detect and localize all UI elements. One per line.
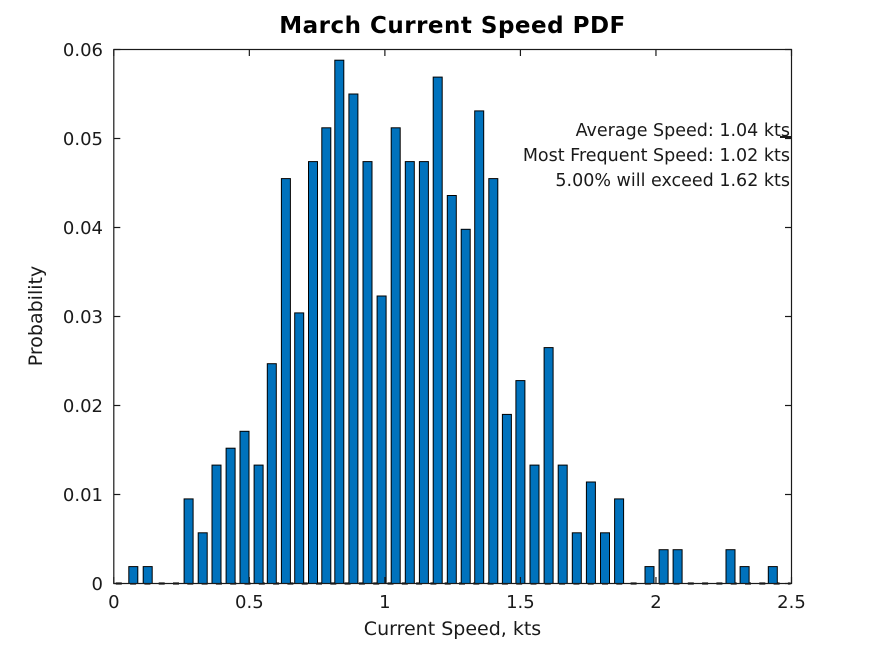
histogram-bar: [725, 549, 736, 585]
histogram-bar: [432, 76, 443, 584]
histogram-bar: [321, 127, 332, 585]
histogram-bar: [767, 566, 778, 584]
histogram-bar: [211, 464, 222, 585]
histogram-bar: [239, 430, 250, 584]
annotation-line-most-frequent-speed: Most Frequent Speed: 1.02 kts: [522, 146, 790, 167]
x-tick-label: 2.5: [777, 592, 806, 613]
histogram-bar: [266, 363, 277, 585]
histogram-bar: [501, 413, 512, 584]
histogram-bar: [362, 161, 373, 584]
x-tick-label: 0.5: [235, 592, 264, 613]
histogram-bar: [253, 464, 264, 585]
histogram-bar: [557, 464, 568, 585]
x-tick-label: 1: [379, 592, 390, 613]
histogram-bar: [294, 312, 305, 584]
histogram-bar: [600, 532, 610, 584]
annotation-line-exceedance: 5.00% will exceed 1.62 kts: [555, 171, 790, 192]
histogram-bar: [474, 110, 485, 585]
annotation-line-average-speed: Average Speed: 1.04 kts: [575, 121, 790, 141]
y-tick-label: 0: [92, 574, 103, 595]
x-tick-label: 0: [108, 592, 119, 613]
histogram-bar: [334, 59, 345, 584]
stats-annotation: Average Speed: 1.04 kts Most Frequent Sp…: [523, 119, 790, 194]
histogram-bar: [390, 127, 401, 585]
annotation-underscore-mark: [780, 136, 792, 138]
histogram-bar: [376, 295, 387, 584]
histogram-bar: [308, 161, 318, 584]
y-axis-label: Probability: [25, 265, 47, 367]
histogram-bar: [446, 195, 457, 584]
histogram-bar: [672, 549, 683, 585]
histogram-bar: [739, 566, 750, 584]
y-tick-label: 0.06: [63, 40, 103, 61]
histogram-bar: [614, 498, 625, 584]
histogram-bar: [128, 566, 139, 584]
histogram-bar: [142, 566, 153, 584]
histogram-bar: [404, 161, 415, 584]
y-tick-label: 0.01: [63, 485, 103, 506]
histogram-bar: [585, 481, 596, 584]
chart-title: March Current Speed PDF: [279, 13, 626, 39]
y-tick-label: 0.02: [63, 396, 103, 417]
histogram-bar: [488, 178, 499, 584]
histogram-bar: [658, 549, 669, 585]
y-tick-label: 0.03: [63, 307, 103, 328]
histogram-bar: [529, 464, 540, 585]
histogram-bar: [571, 532, 582, 584]
histogram-bar: [460, 228, 471, 585]
histogram-bar: [280, 178, 291, 584]
histogram-bar: [225, 447, 236, 585]
y-tick-label: 0.05: [63, 129, 103, 150]
x-axis-label: Current Speed, kts: [363, 618, 542, 640]
x-tick-label: 1.5: [506, 592, 535, 613]
x-tick-label: 2: [650, 592, 661, 613]
histogram-bar: [418, 161, 429, 584]
histogram-bar: [197, 532, 208, 584]
histogram-bar: [515, 380, 526, 584]
histogram-bar: [183, 498, 194, 584]
histogram-bar: [543, 347, 554, 584]
histogram-bar: [348, 93, 359, 584]
histogram-bar: [644, 566, 655, 584]
y-tick-label: 0.04: [63, 218, 103, 239]
